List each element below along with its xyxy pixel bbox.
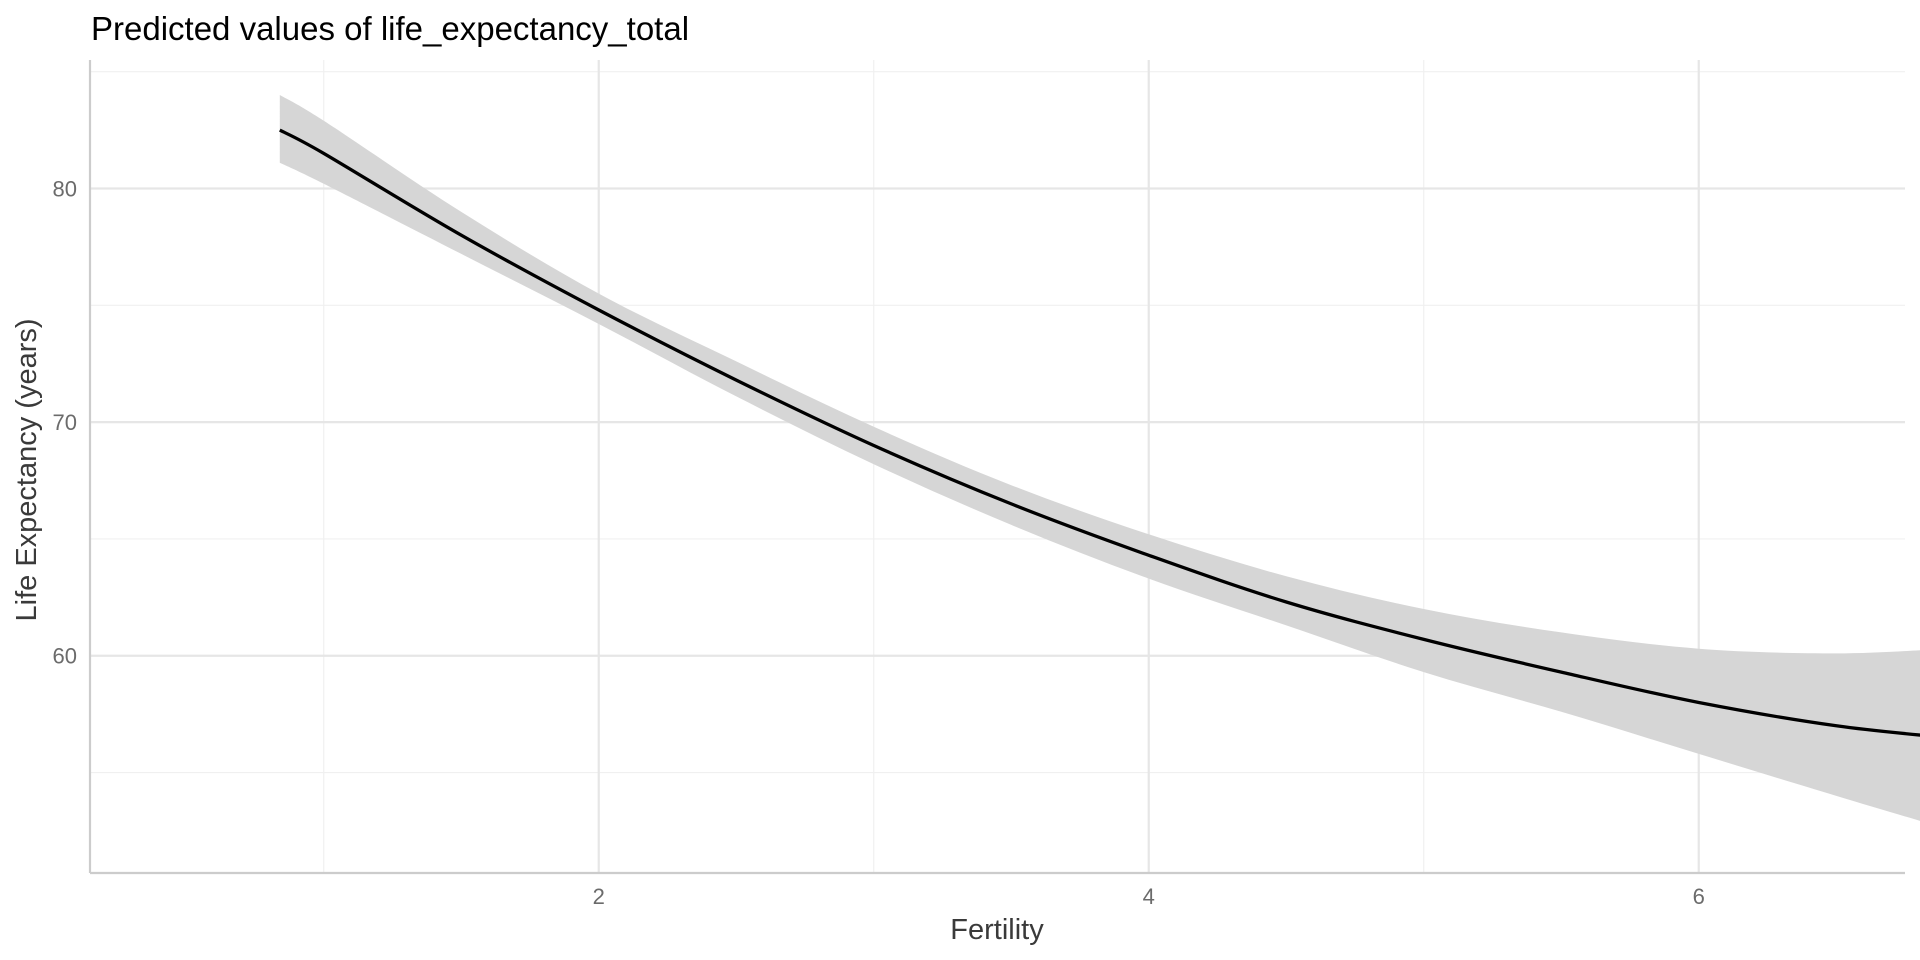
axes [88, 60, 1905, 875]
y-tick-label: 60 [53, 644, 77, 669]
x-tick-label: 6 [1693, 884, 1705, 909]
x-axis-title: Fertility [950, 914, 1044, 946]
x-tick-label: 4 [1143, 884, 1155, 909]
y-axis-title: Life Expectancy (years) [11, 318, 43, 621]
y-tick-label: 70 [53, 410, 77, 435]
prediction-line [279, 128, 1920, 737]
chart-title: Predicted values of life_expectancy_tota… [91, 10, 689, 47]
y-tick-labels: 60 70 80 [53, 176, 77, 668]
confidence-band [279, 95, 1920, 821]
minor-gridlines [90, 60, 1905, 873]
x-tick-labels: 2 4 6 [593, 884, 1705, 909]
x-tick-label: 2 [593, 884, 605, 909]
y-tick-label: 80 [53, 176, 77, 201]
